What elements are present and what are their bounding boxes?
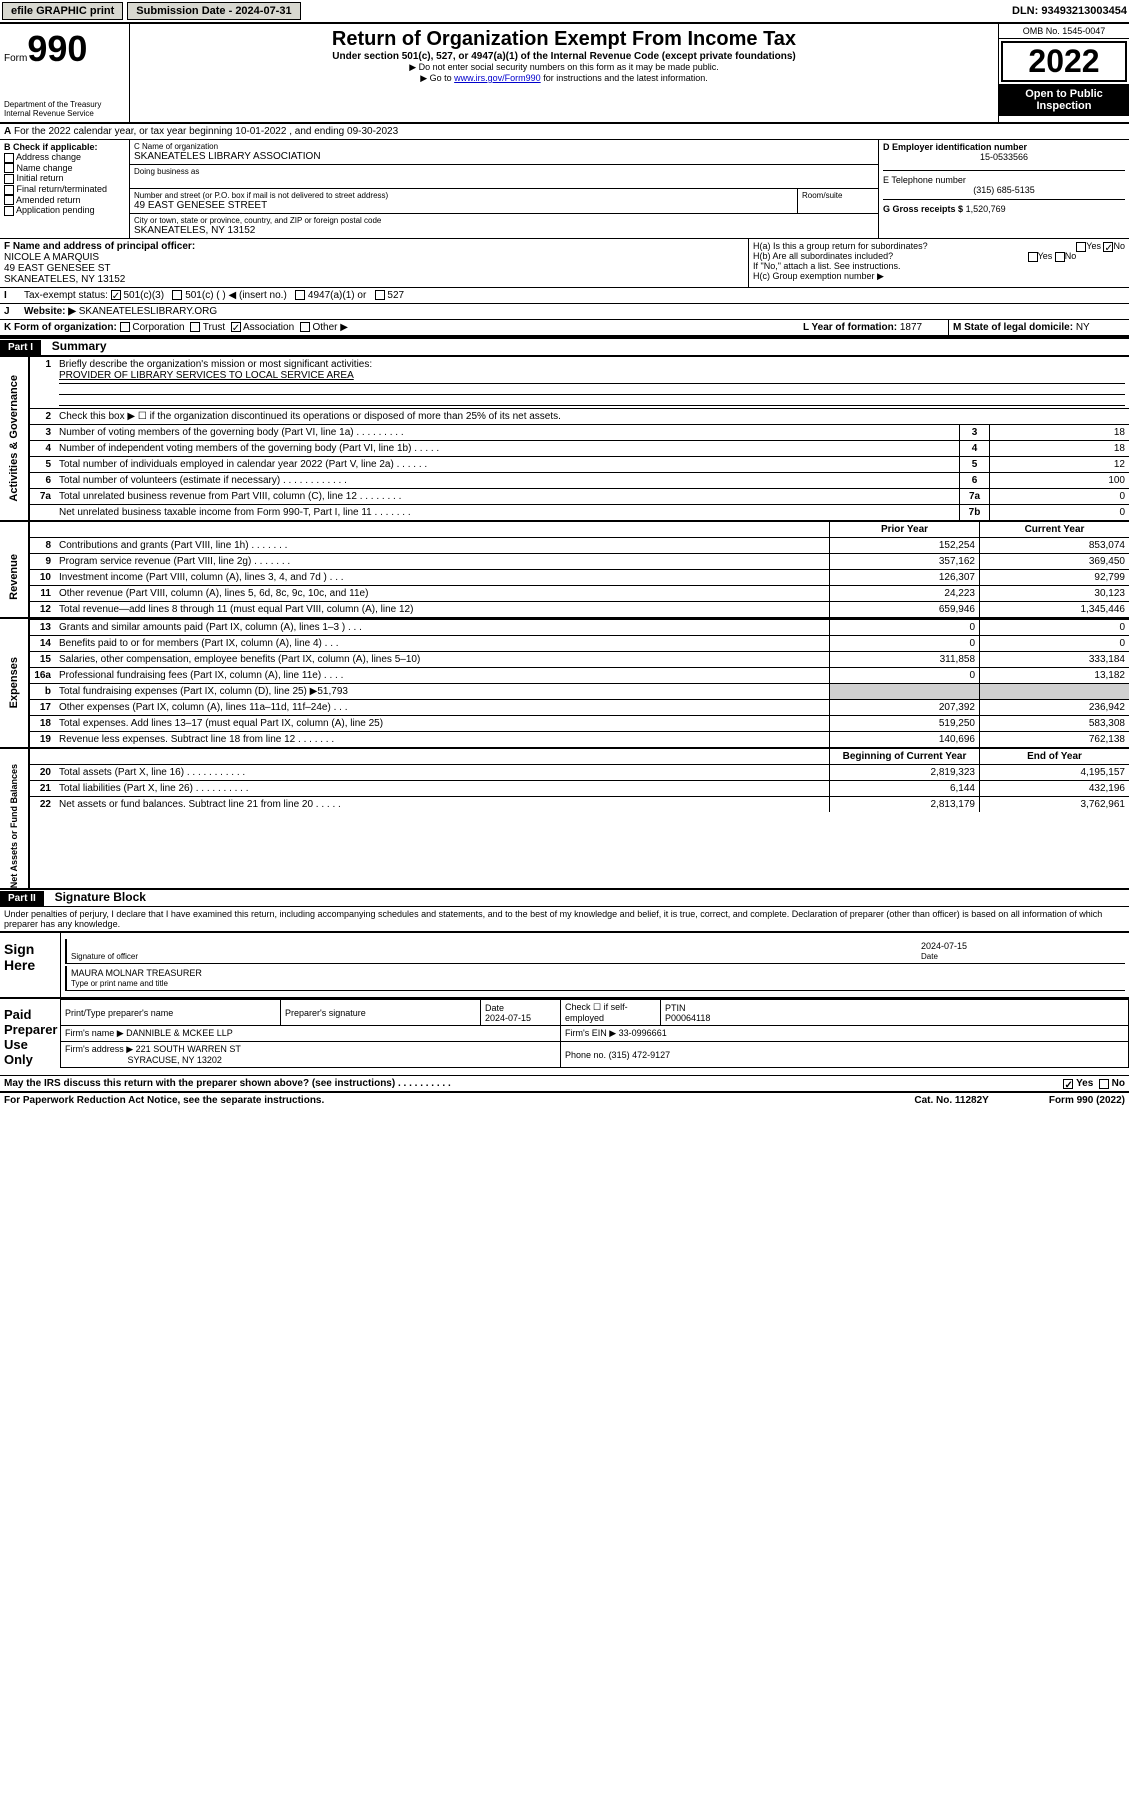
form-title: Return of Organization Exempt From Incom… xyxy=(134,28,994,51)
section-c: C Name of organization SKANEATELES LIBRA… xyxy=(130,140,879,238)
ptin: P00064118 xyxy=(665,1013,710,1023)
summary-line: 16aProfessional fundraising fees (Part I… xyxy=(30,667,1129,683)
line-2: Check this box ▶ ☐ if the organization d… xyxy=(55,409,1129,424)
summary-line: 21Total liabilities (Part X, line 26) . … xyxy=(30,780,1129,796)
cb-501c3[interactable] xyxy=(111,290,121,300)
ein: 15-0533566 xyxy=(883,152,1125,162)
summary-line: 5Total number of individuals employed in… xyxy=(30,456,1129,472)
perjury-statement: Under penalties of perjury, I declare th… xyxy=(0,906,1129,931)
summary-line: 6Total number of volunteers (estimate if… xyxy=(30,472,1129,488)
firm-ein: 33-0996661 xyxy=(619,1028,667,1038)
cb-final-return[interactable]: Final return/terminated xyxy=(4,184,125,195)
section-m: M State of legal domicile: NY xyxy=(949,320,1129,335)
section-j: Website: ▶ SKANEATELESLIBRARY.ORG xyxy=(20,304,1129,319)
form-subtitle: Under section 501(c), 527, or 4947(a)(1)… xyxy=(134,51,994,62)
submission-date: Submission Date - 2024-07-31 xyxy=(127,2,300,20)
summary-line: 14Benefits paid to or for members (Part … xyxy=(30,635,1129,651)
cb-address-change[interactable]: Address change xyxy=(4,152,125,163)
part-1-header: Part I Summary xyxy=(0,337,1129,355)
section-b: B Check if applicable: Address change Na… xyxy=(0,140,130,238)
summary-line: 22Net assets or fund balances. Subtract … xyxy=(30,796,1129,812)
header-right: OMB No. 1545-0047 2022 Open to Public In… xyxy=(999,24,1129,122)
section-k: K Form of organization: Corporation Trus… xyxy=(0,320,799,335)
summary-line: 19Revenue less expenses. Subtract line 1… xyxy=(30,731,1129,747)
gross-receipts: 1,520,769 xyxy=(966,204,1006,214)
ssn-warning: ▶ Do not enter social security numbers o… xyxy=(134,62,994,73)
summary-line: 11Other revenue (Part VIII, column (A), … xyxy=(30,585,1129,601)
discuss-row: May the IRS discuss this return with the… xyxy=(0,1075,1129,1091)
col-current-year: Current Year xyxy=(979,522,1129,537)
side-governance: Activities & Governance xyxy=(0,357,30,520)
form-title-block: Return of Organization Exempt From Incom… xyxy=(130,24,999,122)
summary-line: 17Other expenses (Part IX, column (A), l… xyxy=(30,699,1129,715)
cb-amended[interactable]: Amended return xyxy=(4,195,125,206)
cb-initial-return[interactable]: Initial return xyxy=(4,173,125,184)
org-street: 49 EAST GENESEE STREET xyxy=(134,200,793,211)
summary-line: bTotal fundraising expenses (Part IX, co… xyxy=(30,683,1129,699)
footer: For Paperwork Reduction Act Notice, see … xyxy=(0,1091,1129,1108)
efile-button[interactable]: efile GRAPHIC print xyxy=(2,2,123,20)
col-prior-year: Prior Year xyxy=(829,522,979,537)
summary-line: Net unrelated business taxable income fr… xyxy=(30,504,1129,520)
instructions-link-line: ▶ Go to www.irs.gov/Form990 for instruct… xyxy=(134,73,994,84)
website: SKANEATELESLIBRARY.ORG xyxy=(79,306,217,317)
summary-line: 10Investment income (Part VIII, column (… xyxy=(30,569,1129,585)
summary-line: 8Contributions and grants (Part VIII, li… xyxy=(30,537,1129,553)
section-i: Tax-exempt status: 501(c)(3) 501(c) ( ) … xyxy=(20,288,1129,303)
summary-line: 3Number of voting members of the governi… xyxy=(30,424,1129,440)
cb-application-pending[interactable]: Application pending xyxy=(4,205,125,216)
officer-name: MAURA MOLNAR TREASURER xyxy=(71,968,202,978)
summary-line: 12Total revenue—add lines 8 through 11 (… xyxy=(30,601,1129,617)
firm-name: DANNIBLE & MCKEE LLP xyxy=(126,1028,233,1038)
top-bar: efile GRAPHIC print Submission Date - 20… xyxy=(0,0,1129,22)
col-begin-year: Beginning of Current Year xyxy=(829,749,979,764)
summary-line: 15Salaries, other compensation, employee… xyxy=(30,651,1129,667)
section-f: F Name and address of principal officer:… xyxy=(0,239,749,287)
open-public-badge: Open to Public Inspection xyxy=(999,84,1129,116)
tax-year: 2022 xyxy=(1001,41,1127,82)
summary-line: 9Program service revenue (Part VIII, lin… xyxy=(30,553,1129,569)
right-info: D Employer identification number 15-0533… xyxy=(879,140,1129,238)
side-expenses: Expenses xyxy=(0,619,30,747)
sign-here: Sign Here Signature of officer 2024-07-1… xyxy=(0,931,1129,997)
form-id: Form990 Department of the Treasury Inter… xyxy=(0,24,130,122)
summary-line: 4Number of independent voting members of… xyxy=(30,440,1129,456)
dln: DLN: 93493213003454 xyxy=(1012,5,1127,17)
side-revenue: Revenue xyxy=(0,537,30,617)
summary-line: 20Total assets (Part X, line 16) . . . .… xyxy=(30,764,1129,780)
section-h: H(a) Is this a group return for subordin… xyxy=(749,239,1129,287)
summary-line: 13Grants and similar amounts paid (Part … xyxy=(30,619,1129,635)
summary-line: 7aTotal unrelated business revenue from … xyxy=(30,488,1129,504)
summary-line: 18Total expenses. Add lines 13–17 (must … xyxy=(30,715,1129,731)
mission-line: Briefly describe the organization's miss… xyxy=(55,357,1129,408)
part-2-header: Part II Signature Block xyxy=(0,888,1129,906)
paid-preparer: Paid Preparer Use Only Print/Type prepar… xyxy=(0,997,1129,1075)
section-a: A For the 2022 calendar year, or tax yea… xyxy=(0,122,1129,139)
org-city: SKANEATELES, NY 13152 xyxy=(134,225,874,236)
irs-link[interactable]: www.irs.gov/Form990 xyxy=(454,73,541,83)
preparer-phone: (315) 472-9127 xyxy=(609,1050,671,1060)
cb-name-change[interactable]: Name change xyxy=(4,163,125,174)
org-name: SKANEATELES LIBRARY ASSOCIATION xyxy=(134,151,874,162)
omb-number: OMB No. 1545-0047 xyxy=(999,24,1129,39)
section-l: L Year of formation: 1877 xyxy=(799,320,949,335)
side-balances: Net Assets or Fund Balances xyxy=(0,764,30,888)
dept-label: Department of the Treasury Internal Reve… xyxy=(4,100,125,118)
col-end-year: End of Year xyxy=(979,749,1129,764)
phone: (315) 685-5135 xyxy=(883,185,1125,195)
